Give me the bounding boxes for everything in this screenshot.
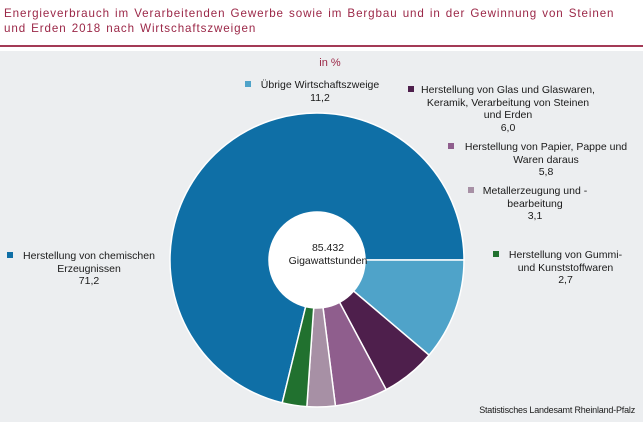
slice-label-value: 11,2	[310, 91, 330, 104]
legend-swatch-other-sectors	[245, 81, 251, 87]
legend-swatch-paper	[448, 143, 454, 149]
slice-label-name: Metallerzeugung und -	[482, 185, 588, 197]
slice-label-other-sectors: Übrige Wirtschaftszweige 11,2	[250, 79, 390, 104]
slice-label-name: Herstellung von Glas und Glaswaren,	[421, 84, 595, 96]
slice-label-name: bearbeitung	[507, 197, 563, 210]
legend-swatch-rubber-plastics	[493, 251, 499, 257]
slice-label-value: 3,1	[527, 210, 543, 222]
slice-label-name: Herstellung von Gummi-	[508, 249, 623, 261]
slice-label-glass-ceramics: Herstellung von Glas und Glaswaren, Keram…	[418, 84, 598, 134]
chart-title: Energieverbrauch im Verarbeitenden Gewer…	[4, 7, 615, 35]
slice-label-chemical: Herstellung von chemischen Erzeugnissen 71…	[14, 250, 164, 288]
slice-label-name: Herstellung von Papier, Pappe und	[464, 141, 628, 153]
source-note: Statistisches Landesamt Rheinland-Pfalz	[479, 405, 635, 415]
title-divider	[0, 45, 643, 47]
title-bar: Energieverbrauch im Verarbeitenden Gewer…	[0, 0, 643, 46]
slice-label-value: 2,7	[558, 274, 573, 286]
slice-label-name: Waren daraus	[513, 153, 579, 166]
center-total-unit: Gigawattstunden	[288, 255, 368, 267]
slice-label-paper: Herstellung von Papier, Pappe und Waren d…	[456, 141, 636, 179]
slice-label-value: 5,8	[538, 166, 554, 178]
slice-label-name: Keramik, Verarbeitung von Steinen	[426, 96, 590, 109]
slice-label-name: und Kunststoffwaren	[517, 261, 614, 274]
slice-label-name: Herstellung von chemischen	[23, 250, 155, 262]
slice-label-name: und Erden	[483, 109, 533, 121]
legend-swatch-chemical	[7, 252, 13, 258]
legend-swatch-metal	[468, 187, 474, 193]
slice-label-value: 71,2	[78, 275, 100, 287]
slice-label-metal: Metallerzeugung und - bearbeitung 3,1	[470, 185, 600, 223]
slice-label-rubber-plastics: Herstellung von Gummi-und Kunststoffware…	[503, 249, 628, 287]
legend-swatch-glass-ceramics	[408, 86, 414, 92]
center-total: 85.432 Gigawattstunden	[268, 242, 388, 268]
center-total-value: 85.432	[311, 242, 345, 254]
slice-label-name: Übrige Wirtschaftszweige	[260, 79, 380, 91]
unit-label: in %	[319, 57, 341, 69]
donut-hole	[269, 212, 365, 308]
slice-label-name: Erzeugnissen	[57, 262, 121, 275]
slice-label-value: 6,0	[500, 121, 516, 134]
